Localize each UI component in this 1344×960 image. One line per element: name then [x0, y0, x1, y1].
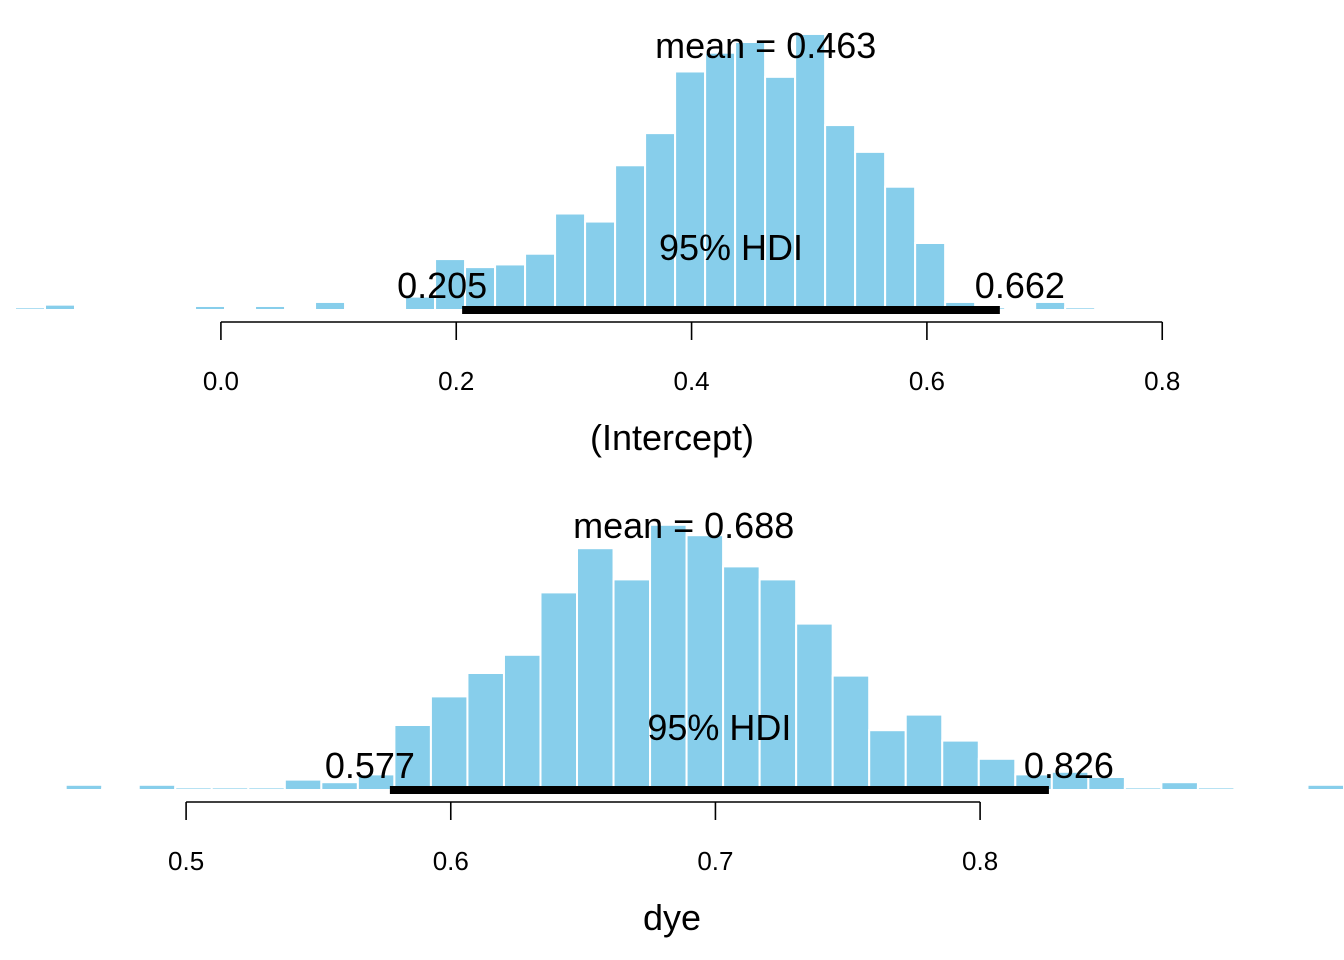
histogram-bar [584, 220, 617, 311]
histogram-bar [137, 783, 177, 791]
histogram-bar [502, 653, 542, 791]
histogram-bar [734, 41, 767, 311]
histogram-bar [1087, 776, 1126, 791]
histogram-bar [134, 307, 167, 312]
histogram-bar [164, 307, 197, 312]
intercept-hdi-high-label: 0.662 [975, 265, 1065, 306]
intercept-mean-label: mean = 0.463 [655, 25, 876, 66]
histogram-bar [914, 242, 947, 311]
histogram-bar [795, 622, 834, 791]
histogram-bar [824, 124, 857, 311]
tick-label: 0.8 [962, 846, 998, 876]
histogram-bar [210, 786, 250, 792]
intercept-hdi-low-label: 0.205 [397, 265, 487, 306]
tick-label: 0.4 [673, 366, 709, 396]
histogram-bar [649, 523, 688, 791]
intercept-panel: 0.0 0.2 0.4 0.6 0.8 mean = 0.463 95% HDI 0.2… [14, 25, 1180, 458]
tick-label: 0.8 [1144, 366, 1180, 396]
dye-hdi-low-label: 0.577 [325, 745, 415, 786]
histogram-bar [524, 252, 557, 311]
histogram-bar [868, 729, 907, 792]
intercept-ticks: 0.0 0.2 0.4 0.6 0.8 [203, 322, 1180, 396]
histogram-bar [464, 266, 497, 311]
histogram-bar [194, 304, 227, 312]
dye-ticks: 0.5 0.6 0.7 0.8 [168, 802, 998, 876]
histogram-bar [14, 306, 47, 312]
histogram-bar [101, 787, 140, 792]
tick-label: 0.6 [909, 366, 945, 396]
histogram-bar [1034, 300, 1067, 311]
dye-x-label: dye [643, 897, 701, 938]
histogram-bar [794, 32, 827, 312]
histogram-bar [1306, 783, 1344, 791]
histogram-bar [104, 307, 137, 312]
histogram-bar [831, 674, 871, 791]
histogram-bar [758, 578, 798, 792]
dye-hdi-label: 95% HDI [647, 707, 791, 748]
histogram-bar [64, 783, 104, 791]
dye-hdi-high-label: 0.826 [1024, 745, 1114, 786]
histogram-bar [554, 212, 587, 312]
histogram-bar [904, 713, 944, 791]
histogram-bar [1064, 306, 1097, 312]
dye-panel: 0.5 0.6 0.7 0.8 mean = 0.688 95% HDI 0.577 … [64, 505, 1344, 938]
histogram-bar [722, 565, 761, 792]
tick-label: 0.7 [697, 846, 733, 876]
histogram-bar [344, 307, 377, 312]
histogram-bar [254, 304, 287, 312]
histogram-bar [44, 303, 77, 312]
histogram-bar [434, 258, 467, 311]
histogram-bar [393, 724, 432, 791]
histogram-bar [283, 778, 323, 791]
tick-label: 0.0 [203, 366, 239, 396]
tick-label: 0.2 [438, 366, 474, 396]
histogram-bar [1123, 786, 1163, 792]
tick-label: 0.5 [168, 846, 204, 876]
histogram-bar [884, 185, 917, 311]
histogram-bar [374, 307, 407, 312]
tick-label: 0.6 [433, 846, 469, 876]
histogram-bar [764, 75, 797, 311]
histogram-bar [174, 786, 213, 792]
dye-bars [64, 523, 1344, 792]
histogram-bar [977, 757, 1017, 791]
histogram-bar [674, 70, 707, 312]
dye-mean-label: mean = 0.688 [573, 505, 794, 546]
histogram-bar [612, 578, 652, 792]
histogram-bar [539, 591, 579, 792]
histogram-bar [685, 534, 725, 792]
intercept-bars [14, 32, 1097, 312]
histogram-bar [854, 150, 887, 311]
histogram-bar [1196, 786, 1236, 792]
histogram-bar [1160, 781, 1199, 792]
histogram-bar [314, 300, 347, 311]
histogram-bar [1233, 787, 1272, 792]
histogram-bar [576, 547, 615, 792]
intercept-x-label: (Intercept) [590, 417, 754, 458]
histogram-bar [614, 164, 647, 311]
histogram-bar [224, 307, 257, 312]
histogram-bar [704, 51, 737, 311]
intercept-hdi-label: 95% HDI [659, 227, 803, 268]
histogram-bar [644, 132, 677, 311]
histogram-bar [941, 739, 980, 791]
histogram-bar [494, 263, 527, 312]
histogram-bar [466, 672, 505, 791]
histogram-bar [247, 786, 286, 792]
histogram-bar [429, 695, 469, 792]
